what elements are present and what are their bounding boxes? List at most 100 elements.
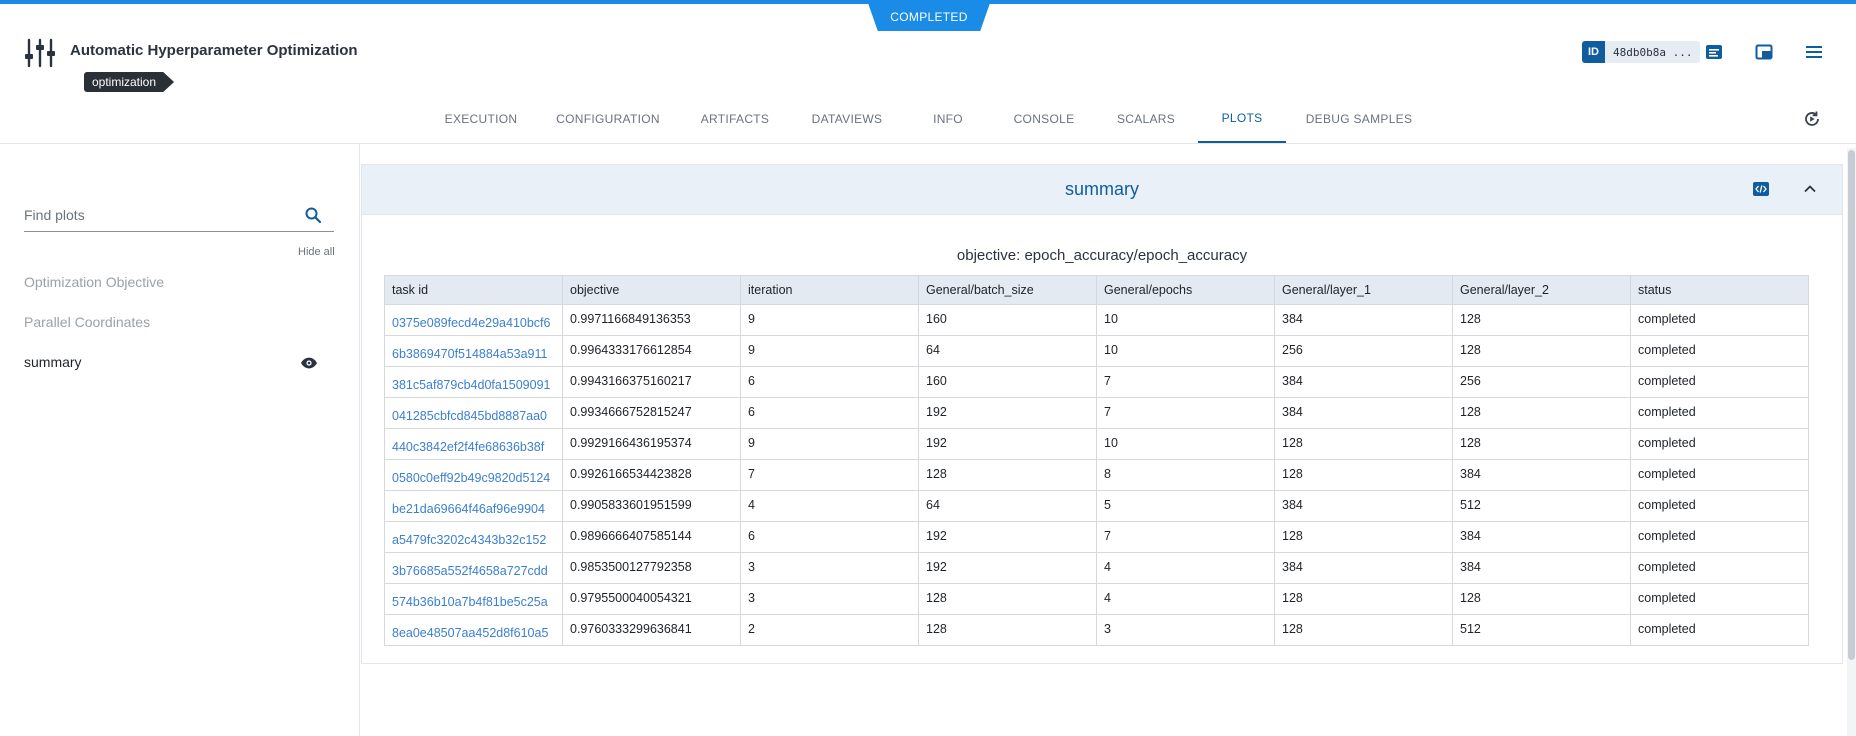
table-cell: 160 [918,304,1097,336]
table-cell: 0.9853500127792358 [562,552,741,584]
task-id-link[interactable]: 6b3869470f514884a53a911 [384,335,563,367]
table-cell: 128 [918,583,1097,615]
table-cell: 384 [1274,397,1453,429]
eye-icon[interactable] [300,356,318,370]
task-tag[interactable]: optimization [84,72,175,92]
table-cell: 128 [1452,428,1631,460]
table-cell: 384 [1274,304,1453,336]
sliders-icon [25,38,55,68]
table-cell: 256 [1274,335,1453,367]
table-cell: 7 [1096,397,1275,429]
table-cell: 0.9905833601951599 [562,490,741,522]
table-cell: 9 [740,304,919,336]
task-id-link[interactable]: 3b76685a552f4658a727cdd [384,552,563,584]
table-cell: 9 [740,335,919,367]
sidebar-item-summary[interactable]: summary [24,354,82,370]
task-title: Automatic Hyperparameter Optimization [70,42,358,59]
task-id-link[interactable]: be21da69664f46af96e9904 [384,490,563,522]
table-cell: 384 [1452,459,1631,491]
table-title: objective: epoch_accuracy/epoch_accuracy [956,247,1248,264]
search-input[interactable] [24,200,294,230]
panel-header: summary [362,165,1842,215]
tab-debug-samples[interactable]: DEBUG SAMPLES [1305,111,1413,126]
table-cell: 384 [1452,552,1631,584]
task-id-link[interactable]: 041285cbfcd845bd8887aa0 [384,397,563,429]
table-cell: 10 [1096,304,1275,336]
table-header-row: task id objective iteration General/batc… [384,275,1809,305]
tab-plots[interactable]: PLOTS [1198,94,1286,143]
column-header: General/layer_1 [1274,275,1453,305]
table-cell: 128 [918,614,1097,646]
table-row: 3b76685a552f4658a727cdd 0.985350012779235… [384,552,1809,584]
task-id-link[interactable]: 574b36b10a7b4f81be5c25a [384,583,563,615]
table-row: 8ea0e48507aa452d8f610a5 0.976033329963684… [384,614,1809,646]
table-cell: 0.9795500040054321 [562,583,741,615]
table-row: a5479fc3202c4343b32c152 0.989666640758514… [384,521,1809,553]
info-panel-icon[interactable] [1704,42,1724,62]
table-cell: 7 [740,459,919,491]
task-id-link[interactable]: a5479fc3202c4343b32c152 [384,521,563,553]
sidebar-item-parallel-coordinates[interactable]: Parallel Coordinates [24,314,151,330]
sidebar-item-optimization-objective[interactable]: Optimization Objective [24,274,165,290]
plots-sidebar: Hide all Optimization Objective Parallel… [0,144,360,736]
tab-scalars[interactable]: SCALARS [1116,111,1176,126]
table-cell: 128 [1274,459,1453,491]
table-cell: 192 [918,552,1097,584]
table-cell: 6 [740,397,919,429]
table-cell: 128 [1452,304,1631,336]
table-row: 0375e089fecd4e29a410bcf6 0.99711668491363… [384,304,1809,336]
chevron-up-icon[interactable] [1802,181,1818,197]
tab-info[interactable]: INFO [933,111,963,126]
tab-console[interactable]: CONSOLE [1013,111,1075,126]
task-id-badge[interactable]: ID 48db0b8a ... [1582,41,1701,63]
tab-dataviews[interactable]: DATAVIEWS [811,111,883,126]
table-cell: 128 [1452,583,1631,615]
summary-panel: summary objective: epoch_accuracy/epoch_… [361,164,1843,664]
table-cell: 64 [918,490,1097,522]
table-cell: 192 [918,521,1097,553]
table-cell: 0.9929166436195374 [562,428,741,460]
table-cell: 9 [740,428,919,460]
table-cell: 0.9934666752815247 [562,397,741,429]
tab-bar: EXECUTION CONFIGURATION ARTIFACTS DATAVI… [0,94,1856,144]
tab-execution[interactable]: EXECUTION [444,111,518,126]
table-cell: 128 [1274,428,1453,460]
table-cell: 8 [1096,459,1275,491]
table-cell: completed [1630,335,1809,367]
table-cell: 384 [1274,366,1453,398]
table-cell: completed [1630,304,1809,336]
table-cell: 192 [918,397,1097,429]
table-cell: 128 [1452,335,1631,367]
table-cell: 256 [1452,366,1631,398]
hide-all-link[interactable]: Hide all [298,246,335,258]
task-id-link[interactable]: 8ea0e48507aa452d8f610a5 [384,614,563,646]
search-icon[interactable] [304,206,322,224]
table-row: 440c3842ef2f4fe68636b38f 0.99291664361953… [384,428,1809,460]
table-cell: completed [1630,521,1809,553]
task-id-link[interactable]: 381c5af879cb4d0fa1509091 [384,366,563,398]
table-cell: 128 [1274,521,1453,553]
table-cell: 128 [918,459,1097,491]
status-bar [0,0,1856,4]
table-cell: 0.9964333176612854 [562,335,741,367]
table-row: 574b36b10a7b4f81be5c25a 0.979550004005432… [384,583,1809,615]
task-id-link[interactable]: 0580c0eff92b49c9820d5124 [384,459,563,491]
layout-icon[interactable] [1754,42,1774,62]
table-cell: 64 [918,335,1097,367]
embed-code-icon[interactable] [1752,181,1770,197]
table-cell: completed [1630,552,1809,584]
scrollbar-thumb[interactable] [1848,150,1855,660]
tab-artifacts[interactable]: ARTIFACTS [700,111,770,126]
column-header: General/layer_2 [1452,275,1631,305]
status-badge: COMPLETED [868,3,990,31]
auto-refresh-icon[interactable] [1803,110,1821,128]
task-id-link[interactable]: 0375e089fecd4e29a410bcf6 [384,304,563,336]
menu-icon[interactable] [1804,42,1824,62]
task-id-link[interactable]: 440c3842ef2f4fe68636b38f [384,428,563,460]
table-cell: 128 [1274,614,1453,646]
tab-configuration[interactable]: CONFIGURATION [556,111,660,126]
table-cell: completed [1630,366,1809,398]
table-cell: 0.9896666407585144 [562,521,741,553]
table-cell: 10 [1096,428,1275,460]
table-cell: completed [1630,397,1809,429]
